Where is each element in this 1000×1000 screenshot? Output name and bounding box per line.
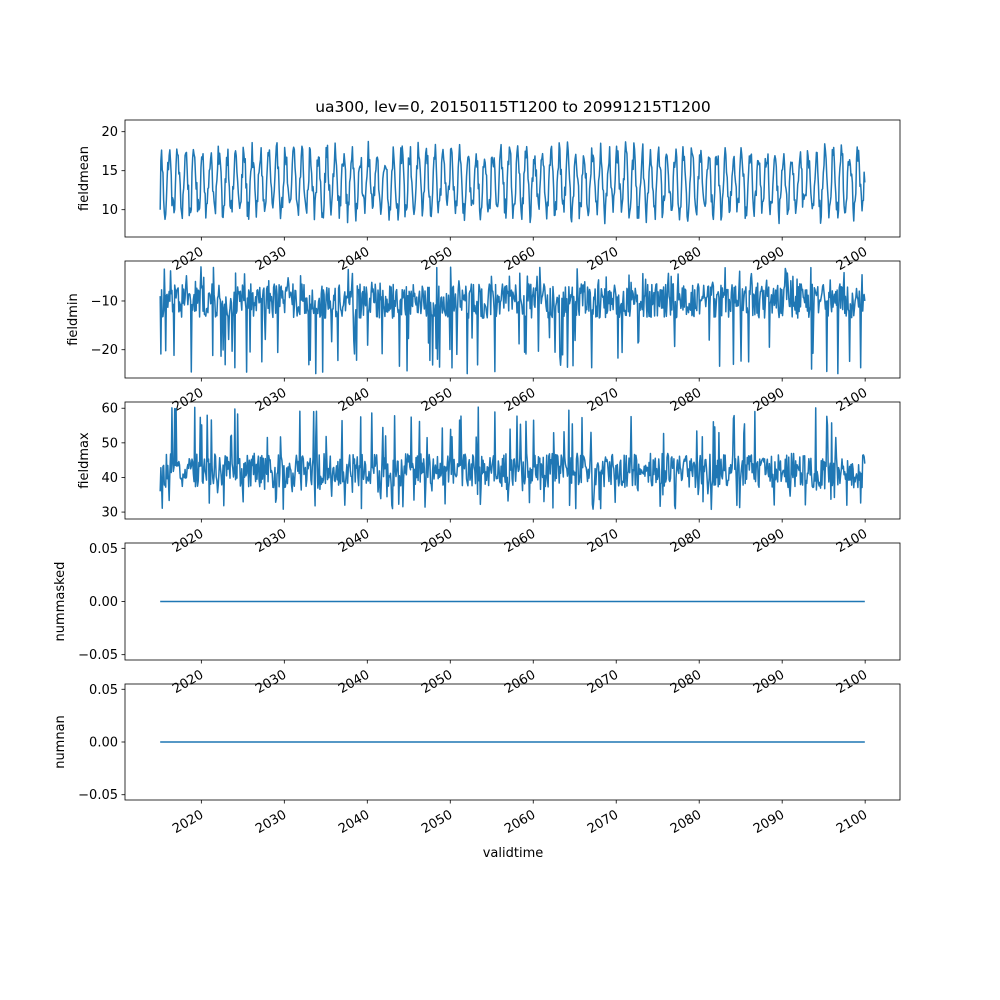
y-tick-label-nummasked: −0.05 [78,648,118,663]
y-tick-label-fieldmean: 20 [101,125,118,140]
axes-frame-fieldmean [124,119,901,238]
axes-frame-fieldmin [124,260,901,379]
y-tick-label-numnan: 0.00 [89,736,118,751]
y-tick-label-numnan: 0.05 [89,683,118,698]
series-line-fieldmax [159,406,866,511]
series-line-fieldmin [159,266,866,375]
series-line-fieldmean [159,140,866,225]
figure-title: ua300, lev=0, 20150115T1200 to 20991215T… [315,98,711,116]
x-axis-label: validtime [483,846,544,861]
y-tick-label-fieldmin: −10 [91,294,118,309]
y-tick-label-fieldmax: 60 [101,402,118,417]
y-tick-label-fieldmax: 50 [101,436,118,451]
y-axis-label-nummasked: nummasked [53,562,68,642]
y-tick-label-fieldmax: 40 [101,471,118,486]
y-axis-label-fieldmean: fieldmean [77,146,92,211]
y-tick-label-nummasked: 0.00 [89,595,118,610]
y-axis-label-fieldmin: fieldmin [66,293,81,346]
y-tick-label-numnan: −0.05 [78,788,118,803]
y-tick-label-fieldmin: −20 [91,343,118,358]
y-tick-label-nummasked: 0.05 [89,542,118,557]
axes-frame-fieldmax [124,401,901,520]
y-tick-label-fieldmax: 30 [101,506,118,521]
y-tick-label-fieldmean: 10 [101,203,118,218]
y-tick-label-fieldmean: 15 [101,164,118,179]
y-axis-label-numnan: numnan [53,715,68,769]
y-axis-label-fieldmax: fieldmax [77,432,92,489]
